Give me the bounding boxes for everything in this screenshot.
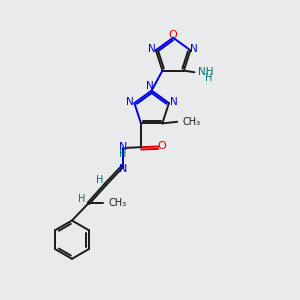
Text: N: N — [190, 44, 198, 54]
Text: N: N — [170, 98, 177, 107]
Text: N: N — [146, 81, 154, 91]
Text: H: H — [119, 149, 127, 159]
Text: NH: NH — [198, 67, 214, 77]
Text: O: O — [169, 30, 178, 40]
Text: CH₃: CH₃ — [109, 198, 127, 208]
Text: N: N — [118, 142, 127, 152]
Text: O: O — [157, 141, 166, 151]
Text: N: N — [126, 98, 134, 107]
Text: CH₃: CH₃ — [183, 117, 201, 127]
Text: N: N — [148, 44, 156, 54]
Text: H: H — [205, 73, 212, 83]
Text: H: H — [78, 194, 85, 204]
Text: H: H — [96, 175, 103, 185]
Text: N: N — [118, 164, 127, 174]
